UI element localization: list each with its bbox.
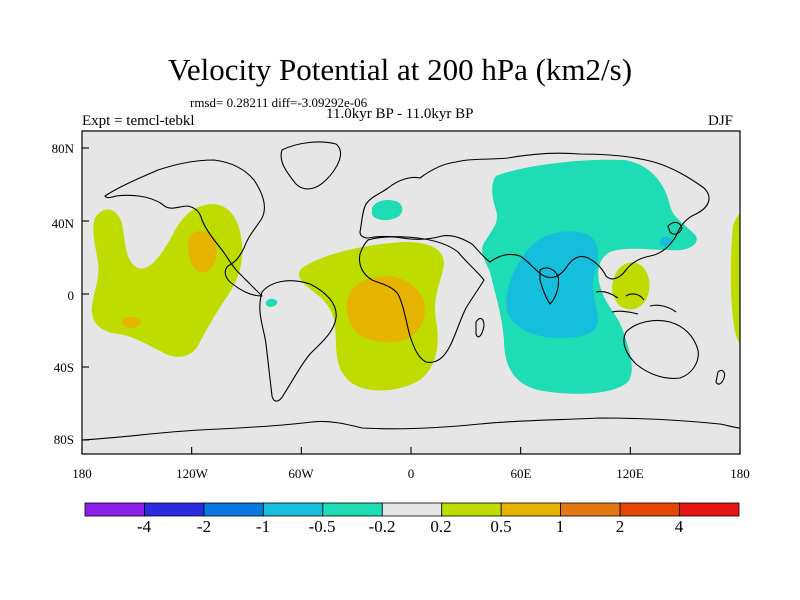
colorbar-label: -0.5 (308, 517, 336, 536)
lon-tick-label: 60E (510, 466, 532, 481)
page-title: Velocity Potential at 200 hPa (km2/s) (167, 52, 633, 87)
colorbar-swatch (500, 502, 562, 517)
colorbar-label: -1 (255, 517, 271, 536)
lat-tick-label: 40S (53, 360, 74, 375)
lon-tick-label: 120W (176, 466, 208, 481)
colorbar-label: 2 (615, 517, 625, 536)
colorbar-swatch (84, 502, 145, 517)
colorbar-label: 1 (555, 517, 565, 536)
colorbar-swatch (619, 502, 680, 517)
stats-subtitle: rmsd= 0.28211 diff=-3.09292e-06 (190, 95, 368, 110)
coastline-greenland (280, 141, 341, 190)
season-label: DJF (708, 113, 734, 129)
lon-tick-label: 60W (288, 466, 314, 481)
colorbar-swatch (262, 502, 324, 517)
colorbar-swatch (381, 502, 443, 517)
lat-tick-label: 80N (51, 141, 74, 156)
positive-core-mexico (188, 231, 217, 273)
colorbar-swatch (560, 502, 621, 517)
colorbar-swatch (203, 502, 264, 517)
coastline-antarctica (82, 417, 740, 441)
colorbar (84, 502, 740, 517)
positive-region-maritime-continent (612, 262, 650, 310)
coastline-india (539, 267, 560, 305)
colorbar-label: -0.2 (368, 517, 396, 536)
velocity-potential-field (91, 159, 740, 394)
coastline-africa (358, 236, 485, 363)
colorbar-swatch (322, 502, 383, 517)
colorbar-label: 0.5 (490, 517, 512, 536)
positive-core-south-pacific (121, 317, 141, 328)
colorbar-swatch (441, 502, 502, 517)
coastline-australia (623, 319, 699, 379)
lon-tick-label: 120E (616, 466, 644, 481)
coastlines (82, 141, 740, 441)
coastline-new-zealand (715, 369, 726, 385)
colorbar-label: -2 (196, 517, 212, 536)
negative-region-east-pacific-small (265, 298, 278, 307)
lon-tick-marks (81, 447, 741, 454)
lat-tick-label: 80S (53, 432, 74, 447)
lat-tick-label: 40N (51, 216, 74, 231)
coastline-japan (667, 221, 683, 235)
negative-region-europe (372, 200, 403, 221)
positive-region-dateline (730, 213, 740, 345)
lon-tick-label: 180 (72, 466, 92, 481)
coastline-south-america (259, 280, 337, 402)
experiment-label: Expt = temcl-tebkl (82, 113, 195, 129)
coastline-north-america (104, 159, 265, 297)
negative-core-west-pacific (659, 237, 673, 247)
lat-tick-label: 0 (67, 288, 75, 303)
positive-core-atlantic (346, 276, 426, 342)
colorbar-label: 0.2 (430, 517, 452, 536)
colorbar-label: -4 (136, 517, 152, 536)
lat-tick-marks (82, 147, 89, 441)
colorbar-swatch (144, 502, 205, 517)
coastline-maritime-continent (595, 290, 677, 315)
colorbar-label: 4 (674, 517, 684, 536)
coastline-madagascar (475, 317, 485, 338)
period-subtitle: 11.0kyr BP - 11.0kyr BP (326, 106, 474, 122)
lon-tick-label: 0 (407, 466, 415, 481)
lon-tick-label: 180 (730, 466, 750, 481)
colorbar-swatch (679, 502, 740, 517)
coastline-eurasia (359, 152, 710, 280)
